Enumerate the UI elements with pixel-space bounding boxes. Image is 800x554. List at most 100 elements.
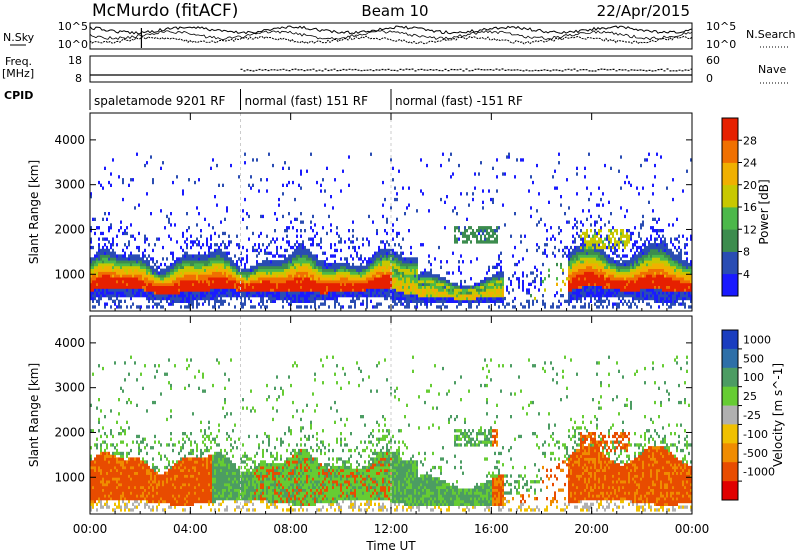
heatmap-cell [166,214,168,219]
heatmap-cell [94,254,96,258]
heatmap-cell [304,285,306,289]
heatmap-cell [230,285,232,289]
heatmap-cell [536,223,538,227]
heatmap-cell [280,288,282,292]
heatmap-cell [266,305,268,309]
heatmap-cell [106,262,108,267]
heatmap-cell [350,274,352,278]
heatmap-cell [654,217,656,221]
heatmap-cell [294,260,296,264]
heatmap-cell [264,279,266,284]
heatmap-cell [584,288,586,292]
heatmap-cell [416,265,418,269]
heatmap-cell [212,285,214,289]
heatmap-cell [420,285,422,289]
heatmap-cell [234,285,236,289]
heatmap-cell [618,294,620,298]
heatmap-cell [200,271,202,275]
heatmap-cell [116,262,118,267]
heatmap-cell [368,285,370,289]
heatmap-cell [606,260,608,264]
heatmap-cell [140,268,142,272]
heatmap-cell [382,271,384,275]
heatmap-cell [612,271,614,275]
heatmap-cell [514,175,516,179]
heatmap-cell [594,257,596,261]
heatmap-cell [570,254,572,258]
heatmap-cell [488,279,490,284]
heatmap-cell [280,285,282,289]
heatmap-cell [324,203,326,207]
heatmap-cell [202,243,204,247]
heatmap-cell [650,234,652,238]
heatmap-cell [362,277,364,281]
heatmap-cell [646,274,648,278]
heatmap-cell [272,291,274,295]
heatmap-cell [226,209,228,213]
heatmap-cell [642,271,644,275]
heatmap-cell [144,163,146,168]
heatmap-cell [222,265,224,269]
heatmap-cell [308,291,310,295]
heatmap-cell [458,294,460,298]
heatmap-cell [266,262,268,267]
heatmap-cell [462,299,464,303]
heatmap-cell [586,257,588,261]
heatmap-cell [430,296,432,301]
heatmap-cell [216,291,218,295]
heatmap-cell [584,237,586,241]
heatmap-cell [496,291,498,295]
heatmap-cell [456,294,458,298]
heatmap-cell [116,291,118,295]
heatmap-cell [182,268,184,272]
heatmap-cell [354,294,356,298]
heatmap-cell [406,257,408,261]
heatmap-cell [268,288,270,292]
heatmap-cell [322,260,324,264]
heatmap-cell [650,260,652,264]
heatmap-cell [586,294,588,298]
heatmap-cell [434,294,436,298]
heatmap-cell [664,243,666,247]
heatmap-cell [666,296,668,301]
heatmap-cell [274,294,276,298]
heatmap-cell [424,288,426,292]
heatmap-cell [512,305,514,309]
heatmap-cell [614,285,616,289]
heatmap-cell [102,274,104,278]
heatmap-cell [96,279,98,284]
heatmap-cell [428,291,430,295]
heatmap-cell [368,268,370,272]
heatmap-cell [198,268,200,272]
heatmap-cell [644,251,646,255]
noise-trace [89,29,693,41]
heatmap-cell [192,294,194,298]
heatmap-cell [192,296,194,301]
heatmap-cell [116,265,118,269]
heatmap-cell [616,294,618,298]
heatmap-cell [650,257,652,261]
heatmap-cell [654,251,656,255]
heatmap-cell [386,288,388,292]
heatmap-cell [302,277,304,281]
heatmap-cell [104,274,106,278]
heatmap-cell [198,240,200,244]
heatmap-cell [196,257,198,261]
heatmap-cell [638,251,640,255]
heatmap-cell [224,254,226,258]
heatmap-cell [582,282,584,286]
heatmap-cell [636,254,638,258]
heatmap-cell [262,299,264,303]
heatmap-cell [150,265,152,269]
heatmap-cell [92,288,94,292]
heatmap-cell [172,288,174,292]
heatmap-cell [280,296,282,301]
heatmap-cell [176,240,178,244]
heatmap-cell [272,296,274,301]
heatmap-cell [290,260,292,264]
heatmap-cell [278,279,280,284]
heatmap-cell [170,282,172,286]
heatmap-cell [152,260,154,264]
heatmap-cell [652,229,654,233]
heatmap-cell [104,254,106,258]
